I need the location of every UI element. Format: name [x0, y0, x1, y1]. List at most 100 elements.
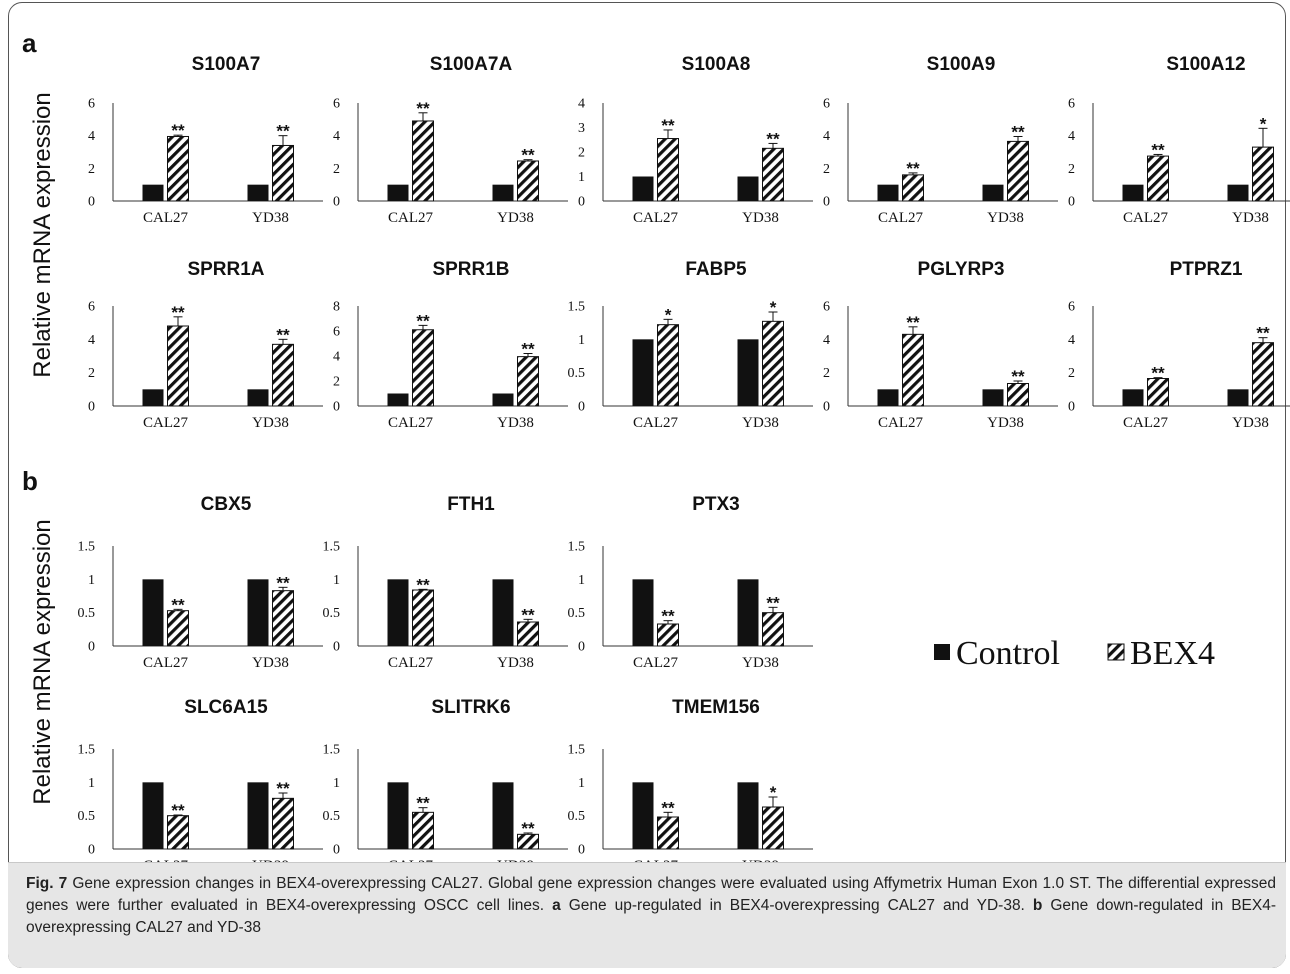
bar-bex4: [167, 135, 189, 202]
significance-label: **: [661, 798, 675, 817]
bar-control: [387, 393, 409, 406]
y-tick-label: 4: [333, 350, 340, 365]
y-tick-label: 4: [88, 129, 95, 144]
bar-bex4: [657, 816, 679, 850]
legend-bex4-swatch: [1107, 643, 1125, 661]
significance-label: **: [661, 116, 675, 135]
significance-label: **: [661, 607, 675, 626]
bar-control: [1122, 389, 1144, 406]
bar-bex4: [657, 324, 679, 407]
bar-bex4: [1007, 383, 1029, 407]
bar-bex4: [762, 806, 784, 850]
y-tick-label: 0.5: [323, 606, 341, 621]
y-tick-label: 4: [1068, 333, 1075, 348]
chart-tmem156: TMEM156 0 0.5 1 1.5 CAL27 ** YD38 *: [568, 697, 813, 862]
bar-control: [632, 579, 654, 646]
chart-title: SPRR1B: [432, 259, 509, 280]
y-tick-label: 6: [333, 325, 340, 340]
y-tick-label: 0: [1068, 400, 1075, 415]
x-tick-label: CAL27: [143, 858, 189, 862]
significance-label: **: [521, 340, 535, 359]
x-tick-label: CAL27: [878, 415, 924, 431]
bar-control: [632, 782, 654, 849]
caption-a-label: a: [552, 897, 561, 914]
bar-control: [247, 389, 269, 406]
significance-label: **: [416, 794, 430, 813]
legend-bex4-label: BEX4: [1130, 635, 1215, 672]
bar-bex4: [167, 815, 189, 850]
significance-label: **: [1011, 367, 1025, 386]
y-tick-label: 0: [88, 195, 95, 210]
y-tick-label: 6: [823, 97, 830, 112]
figure-caption: Fig. 7 Gene expression changes in BEX4-o…: [26, 873, 1276, 939]
y-tick-label: 0: [88, 640, 95, 655]
significance-label: **: [906, 313, 920, 332]
caption-part3: Gene down-regulated in BEX4-overexpressi…: [26, 897, 1276, 936]
bar-control: [877, 389, 899, 406]
bar-control: [247, 782, 269, 849]
x-tick-label: YD38: [742, 415, 779, 431]
x-tick-label: CAL27: [633, 210, 679, 226]
chart-title: PTX3: [692, 494, 740, 515]
y-tick-label: 2: [578, 146, 585, 161]
x-tick-label: CAL27: [633, 655, 679, 671]
y-tick-label: 0: [88, 400, 95, 415]
bar-control: [492, 579, 514, 646]
x-tick-label: YD38: [252, 210, 289, 226]
bar-bex4: [272, 797, 294, 850]
bar-control: [632, 339, 654, 406]
bar-control: [737, 579, 759, 646]
y-tick-label: 0: [578, 843, 585, 858]
chart-ptx3: PTX3 0 0.5 1 1.5 CAL27 ** YD38 **: [568, 494, 813, 671]
y-tick-label: 2: [333, 162, 340, 177]
bar-bex4: [167, 610, 189, 647]
chart-pglyrp3: PGLYRP3 0 2 4 6 CAL27 ** YD38 **: [823, 259, 1058, 431]
chart-title: FABP5: [685, 259, 747, 280]
significance-label: **: [521, 146, 535, 165]
significance-label: **: [276, 573, 290, 592]
chart-slitrk6: SLITRK6 0 0.5 1 1.5 CAL27 ** YD38 **: [323, 697, 568, 862]
bar-bex4: [272, 343, 294, 407]
bar-control: [1227, 184, 1249, 201]
y-tick-label: 0: [578, 400, 585, 415]
bar-control: [142, 184, 164, 201]
x-tick-label: CAL27: [143, 655, 189, 671]
y-tick-label: 4: [578, 97, 585, 112]
chart-s100a12: S100A12 0 2 4 6 CAL27 ** YD38 *: [1068, 54, 1290, 226]
y-tick-label: 1: [578, 573, 585, 588]
chart-slc6a15: SLC6A15 0 0.5 1 1.5 CAL27 ** YD38 **: [78, 697, 323, 862]
significance-label: **: [416, 99, 430, 118]
x-tick-label: CAL27: [1123, 210, 1169, 226]
significance-label: **: [171, 121, 185, 140]
significance-label: **: [766, 129, 780, 148]
y-tick-label: 0: [1068, 195, 1075, 210]
bar-control: [247, 184, 269, 201]
caption-fig-label: Fig. 7: [26, 875, 68, 892]
bar-bex4: [517, 621, 539, 647]
y-tick-label: 1.5: [568, 743, 586, 758]
bar-bex4: [272, 144, 294, 202]
x-tick-label: YD38: [497, 415, 534, 431]
y-tick-label: 4: [333, 129, 340, 144]
significance-label: **: [171, 303, 185, 322]
y-tick-label: 1: [333, 573, 340, 588]
x-tick-label: CAL27: [388, 210, 434, 226]
y-tick-label: 2: [88, 366, 95, 381]
x-tick-label: YD38: [252, 858, 289, 862]
y-tick-label: 0: [333, 640, 340, 655]
chart-title: PGLYRP3: [918, 259, 1005, 280]
chart-title: S100A8: [682, 54, 751, 75]
bar-charts: S100A70246CAL27**YD38**S100A7A0246CAL27*…: [78, 54, 1290, 862]
chart-title: FTH1: [447, 494, 495, 515]
significance-label: **: [1256, 324, 1270, 343]
bar-control: [142, 579, 164, 646]
bar-control: [492, 184, 514, 201]
chart-cbx5: CBX5 0 0.5 1 1.5 CAL27 ** YD38 **: [78, 494, 323, 671]
chart-fth1: FTH1 0 0.5 1 1.5 CAL27 ** YD38 **: [323, 494, 568, 671]
chart-s100a7a: S100A7A 0 2 4 6 CAL27 ** YD38 **: [333, 54, 568, 226]
x-tick-label: YD38: [497, 210, 534, 226]
panel-letter-a: a: [22, 28, 37, 58]
bar-bex4: [167, 325, 189, 407]
x-tick-label: YD38: [987, 415, 1024, 431]
legend-control-swatch: [934, 644, 950, 660]
